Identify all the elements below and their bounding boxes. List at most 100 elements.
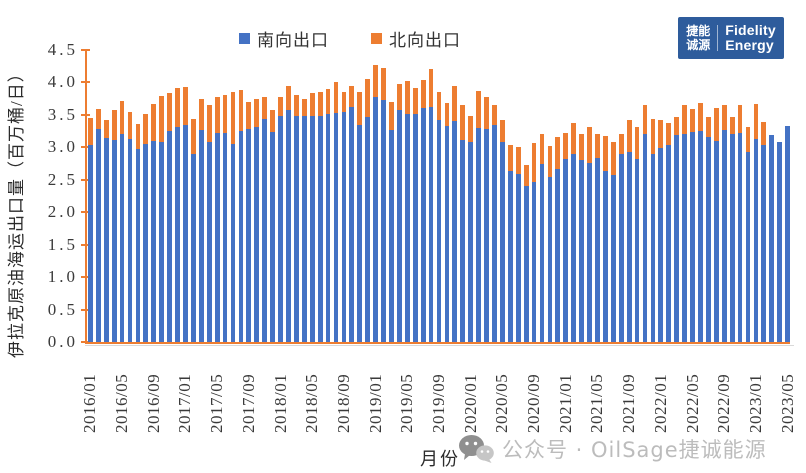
bar-segment-south	[705, 136, 711, 342]
bar-segment-north	[571, 122, 577, 155]
bar-segment-south	[317, 115, 323, 342]
y-tick-label: 2.5	[47, 169, 78, 189]
bar-segment-north	[357, 92, 363, 126]
bar-segment-north	[539, 134, 545, 164]
bar-segment-north	[167, 92, 173, 132]
bar-segment-north	[317, 91, 323, 116]
bar-segment-south	[396, 110, 402, 342]
bar-segment-north	[373, 64, 378, 97]
y-tick-label: 2.0	[47, 202, 78, 222]
bar-segment-south	[412, 113, 418, 342]
logo-en-line1: Fidelity	[725, 22, 776, 38]
bar-segment-north	[246, 101, 252, 129]
bar-segment-north	[214, 97, 220, 134]
bar-segment-north	[618, 134, 624, 154]
bar-segment-south	[183, 124, 188, 342]
y-tick-label: 3.0	[47, 137, 78, 157]
x-tick-label: 2021/05	[587, 373, 607, 433]
bar-segment-south	[515, 173, 521, 342]
bar-segment-south	[246, 128, 252, 342]
x-tick-label: 2017/01	[175, 373, 195, 433]
bar-segment-south	[444, 125, 450, 342]
x-tick-label: 2020/05	[492, 373, 512, 433]
bar-segment-north	[650, 119, 656, 154]
bar-segment-north	[476, 90, 481, 128]
bar-segment-north	[230, 92, 236, 145]
bar-segment-north	[642, 105, 648, 135]
bar-segment-north	[737, 104, 743, 134]
bar-segment-south	[286, 110, 291, 342]
bar-segment-north	[396, 83, 402, 111]
bar-segment-south	[214, 133, 220, 342]
x-tick-label: 2017/05	[207, 373, 227, 433]
bar-segment-south	[650, 153, 656, 342]
bar-segment-south	[436, 120, 442, 342]
bar-segment-south	[381, 99, 386, 342]
bar-segment-north	[579, 133, 584, 161]
bar-segment-south	[151, 140, 157, 342]
bar-segment-north	[444, 102, 450, 126]
bar-segment-south	[602, 170, 608, 342]
x-tick-label: 2019/09	[429, 373, 448, 433]
bar-segment-north	[159, 96, 165, 143]
bar-segment-north	[705, 116, 711, 137]
y-tick-mark	[81, 308, 90, 311]
bar-segment-north	[595, 134, 600, 158]
y-axis-title: 伊拉克原油海运出口量（百万桶/日）	[7, 64, 26, 358]
bar-segment-north	[365, 78, 371, 117]
bar-segment-north	[412, 87, 418, 114]
bar-segment-south	[563, 159, 569, 342]
bar-segment-north	[634, 126, 640, 160]
bar-segment-north	[420, 79, 426, 108]
bar-segment-north	[610, 142, 616, 176]
bar-segment-south	[674, 135, 680, 342]
x-axis-line-gray	[85, 345, 794, 346]
bar-segment-north	[151, 103, 157, 141]
bar-segment-south	[626, 151, 632, 342]
bar-segment-south	[159, 142, 165, 342]
x-tick-label: 2018/05	[302, 373, 322, 433]
bar-segment-north	[745, 127, 751, 152]
bar-segment-south	[666, 145, 672, 342]
y-axis-line	[85, 50, 87, 344]
bar-segment-south	[119, 133, 125, 342]
bar-segment-north	[587, 126, 592, 163]
bar-segment-south	[460, 140, 466, 342]
bar-segment-south	[404, 113, 410, 342]
bar-segment-south	[555, 168, 561, 342]
bar-segment-south	[468, 141, 474, 342]
bar-segment-south	[618, 153, 624, 342]
bar-segment-north	[436, 91, 442, 121]
y-tick-label: 0.5	[47, 299, 78, 319]
bar-segment-south	[357, 125, 363, 342]
bar-segment-north	[658, 120, 664, 148]
x-tick-label: 2022/01	[650, 373, 670, 433]
bar-segment-south	[278, 116, 283, 342]
bar-segment-south	[254, 127, 260, 342]
bar-segment-north	[301, 98, 307, 116]
bar-segment-south	[175, 127, 180, 342]
bar-segment-south	[238, 131, 244, 342]
bar-segment-north	[127, 111, 133, 139]
bar-segment-south	[737, 133, 743, 342]
legend-swatch-north-icon	[371, 33, 382, 44]
bar-segment-north	[721, 105, 727, 131]
bar-segment-south	[595, 157, 600, 342]
bar-segment-south	[571, 154, 577, 342]
bar-segment-north	[389, 101, 394, 131]
bar-segment-north	[492, 105, 497, 125]
bar-segment-north	[286, 85, 291, 111]
watermark-text: 公众号 · OilSage捷诚能源	[502, 438, 767, 462]
bar-segment-south	[785, 125, 790, 342]
bar-segment-south	[373, 96, 378, 342]
bar-segment-south	[769, 135, 775, 342]
bar-segment-south	[127, 138, 133, 342]
x-tick-label: 2019/01	[365, 373, 385, 433]
bar-segment-north	[135, 123, 141, 149]
y-tick-mark	[81, 113, 90, 116]
bar-segment-south	[499, 142, 505, 342]
plot-area	[88, 50, 790, 342]
y-tick-mark	[81, 146, 90, 149]
bar-segment-south	[690, 132, 695, 342]
bar-segment-north	[698, 102, 703, 132]
